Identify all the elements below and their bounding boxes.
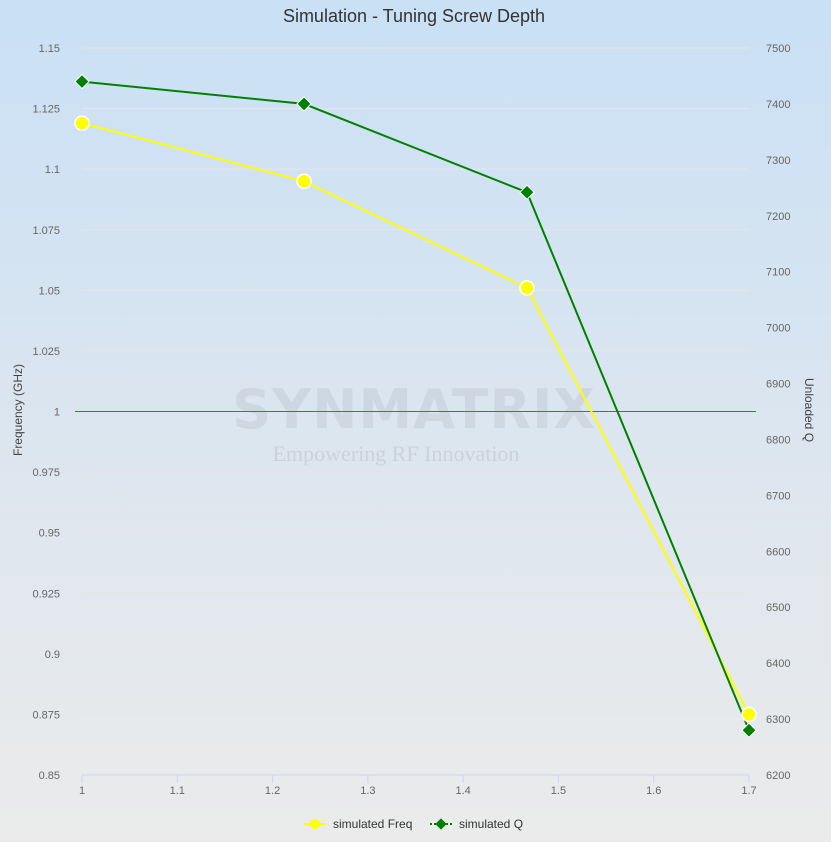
x-tick-label: 1.2 bbox=[265, 785, 280, 797]
y2-tick-label: 6200 bbox=[766, 770, 790, 782]
y2-tick-label: 6900 bbox=[766, 379, 790, 391]
legend-item-freq[interactable]: simulated Freq bbox=[304, 817, 412, 831]
freq-point[interactable] bbox=[296, 173, 312, 190]
y2-axis-title: Unloaded Q bbox=[802, 378, 816, 442]
legend-item-q[interactable]: simulated Q bbox=[430, 817, 523, 831]
y-tick-label: 1.025 bbox=[32, 346, 60, 358]
q-point[interactable] bbox=[296, 96, 312, 112]
y-tick-label: 1.075 bbox=[32, 225, 60, 237]
y2-tick-label: 7000 bbox=[766, 323, 790, 335]
chart-title: Simulation - Tuning Screw Depth bbox=[283, 6, 545, 26]
watermark-tagline: Empowering RF Innovation bbox=[273, 441, 520, 466]
legend-freq-label: simulated Freq bbox=[333, 817, 412, 831]
y-tick-label: 0.975 bbox=[32, 467, 60, 479]
grid bbox=[82, 47, 749, 776]
freq-point[interactable] bbox=[519, 280, 535, 296]
y-tick-label: 1.1 bbox=[45, 164, 60, 176]
series-line-q bbox=[81, 80, 750, 731]
y2-tick-label: 6300 bbox=[766, 714, 790, 726]
y-tick-label: 1 bbox=[54, 407, 60, 419]
x-tick-label: 1.7 bbox=[741, 785, 756, 797]
y2-tick-label: 7100 bbox=[766, 267, 790, 279]
q-point[interactable] bbox=[74, 73, 90, 90]
legend-q-label: simulated Q bbox=[459, 817, 523, 831]
y2-tick-label: 7200 bbox=[766, 211, 790, 223]
x-tick-label: 1.4 bbox=[455, 785, 470, 797]
series-layer bbox=[74, 73, 757, 739]
y2-tick-label: 6500 bbox=[766, 602, 790, 614]
axes: 0.85 0.875 0.9 0.925 0.95 0.975 1 1.025 1.05 1.07… bbox=[32, 43, 790, 797]
freq-point[interactable] bbox=[741, 706, 757, 723]
x-tick-label: 1.5 bbox=[551, 785, 566, 797]
legend-freq-marker bbox=[310, 819, 320, 829]
y-axis-title: Frequency (GHz) bbox=[11, 364, 25, 456]
y-tick-label: 1.15 bbox=[39, 43, 60, 55]
y2-tick-label: 6600 bbox=[766, 546, 790, 558]
x-tick-label: 1.3 bbox=[360, 785, 375, 797]
y-tick-label: 1.05 bbox=[39, 285, 60, 297]
y2-tick-label: 6400 bbox=[766, 658, 790, 670]
x-tick-label: 1.6 bbox=[646, 785, 661, 797]
watermark: SYNMATRIX Empowering RF Innovation bbox=[232, 378, 596, 466]
y2-tick-label: 7500 bbox=[766, 43, 790, 55]
x-tick-label: 1.1 bbox=[170, 785, 185, 797]
q-point[interactable] bbox=[519, 184, 535, 201]
watermark-logo-text: SYNMATRIX bbox=[232, 378, 596, 441]
y-tick-label: 0.85 bbox=[39, 770, 60, 782]
legend-q-marker bbox=[435, 818, 447, 830]
freq-point[interactable] bbox=[74, 115, 90, 131]
y-tick-label: 0.875 bbox=[32, 709, 60, 721]
y2-tick-label: 6800 bbox=[766, 434, 790, 446]
y2-tick-label: 7400 bbox=[766, 99, 790, 111]
y-tick-label: 0.95 bbox=[39, 528, 60, 540]
x-tick-label: 1 bbox=[79, 785, 85, 797]
y-tick-label: 1.125 bbox=[32, 104, 60, 116]
y-tick-label: 0.925 bbox=[32, 588, 60, 600]
q-point[interactable] bbox=[741, 722, 757, 739]
legend: simulated Freq simulated Q bbox=[304, 817, 523, 831]
y-tick-label: 0.9 bbox=[45, 649, 60, 661]
y2-tick-label: 6700 bbox=[766, 490, 790, 502]
series-line-freq bbox=[81, 122, 750, 715]
y2-tick-label: 7300 bbox=[766, 155, 790, 167]
